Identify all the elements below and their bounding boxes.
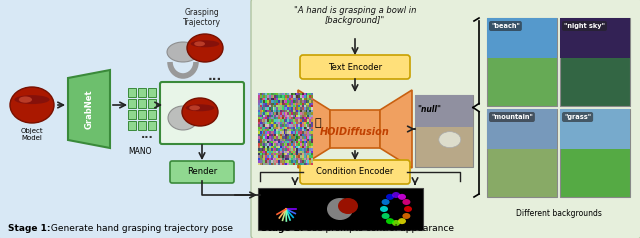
Ellipse shape	[381, 199, 390, 205]
Text: Stage 1:: Stage 1:	[8, 224, 51, 233]
FancyBboxPatch shape	[560, 109, 630, 197]
Ellipse shape	[14, 95, 50, 104]
Polygon shape	[330, 110, 380, 148]
Text: Condition Encoder: Condition Encoder	[316, 168, 394, 177]
FancyBboxPatch shape	[148, 88, 156, 97]
Ellipse shape	[187, 34, 223, 62]
Text: "A hand is grasping a bowl in
[background]": "A hand is grasping a bowl in [backgroun…	[294, 6, 416, 25]
FancyBboxPatch shape	[300, 55, 410, 79]
FancyBboxPatch shape	[138, 121, 146, 130]
Ellipse shape	[186, 104, 214, 111]
Ellipse shape	[398, 194, 406, 200]
Text: Stage 2:: Stage 2:	[261, 224, 303, 233]
Text: MANO: MANO	[128, 147, 152, 156]
FancyBboxPatch shape	[138, 99, 146, 108]
Ellipse shape	[403, 213, 410, 219]
Ellipse shape	[10, 87, 54, 123]
FancyBboxPatch shape	[415, 95, 473, 127]
FancyBboxPatch shape	[148, 110, 156, 119]
Ellipse shape	[167, 42, 199, 62]
Ellipse shape	[191, 40, 220, 47]
Text: "night sky": "night sky"	[564, 23, 605, 29]
FancyBboxPatch shape	[0, 0, 257, 238]
Ellipse shape	[392, 192, 400, 198]
Ellipse shape	[403, 199, 410, 205]
Polygon shape	[68, 70, 110, 148]
FancyBboxPatch shape	[251, 0, 640, 238]
Ellipse shape	[404, 206, 412, 212]
FancyBboxPatch shape	[300, 160, 410, 184]
Text: ...: ...	[141, 130, 154, 140]
Text: HOIDiffusion: HOIDiffusion	[320, 127, 390, 137]
Ellipse shape	[182, 98, 218, 126]
Text: "mountain": "mountain"	[491, 114, 533, 120]
FancyBboxPatch shape	[560, 109, 630, 149]
Ellipse shape	[194, 41, 205, 46]
FancyBboxPatch shape	[160, 82, 244, 144]
Ellipse shape	[381, 213, 390, 219]
Text: "grass": "grass"	[564, 114, 591, 120]
Text: GrabNet: GrabNet	[84, 89, 93, 129]
FancyBboxPatch shape	[560, 18, 630, 106]
Text: Different backgrounds: Different backgrounds	[516, 209, 602, 218]
FancyBboxPatch shape	[128, 121, 136, 130]
Ellipse shape	[327, 198, 353, 220]
Text: Generate hand grasping trajectory pose: Generate hand grasping trajectory pose	[48, 224, 233, 233]
Polygon shape	[380, 90, 412, 168]
Text: Grasping
Trajectory: Grasping Trajectory	[183, 8, 221, 27]
Text: "beach": "beach"	[491, 23, 520, 29]
Ellipse shape	[189, 115, 197, 121]
FancyBboxPatch shape	[487, 109, 557, 149]
FancyBboxPatch shape	[415, 95, 473, 167]
FancyBboxPatch shape	[128, 88, 136, 97]
Ellipse shape	[187, 105, 195, 111]
Ellipse shape	[191, 109, 199, 114]
FancyBboxPatch shape	[487, 109, 557, 197]
FancyBboxPatch shape	[258, 188, 423, 230]
Ellipse shape	[380, 206, 388, 212]
FancyBboxPatch shape	[128, 99, 136, 108]
Ellipse shape	[168, 106, 198, 130]
Text: 🔥: 🔥	[315, 118, 321, 128]
Text: "null": "null"	[417, 105, 442, 114]
Ellipse shape	[386, 194, 394, 200]
Ellipse shape	[19, 96, 32, 103]
FancyBboxPatch shape	[487, 18, 557, 106]
Ellipse shape	[398, 218, 406, 224]
Ellipse shape	[392, 220, 400, 226]
Polygon shape	[298, 90, 330, 168]
Text: Render: Render	[187, 168, 217, 177]
FancyBboxPatch shape	[138, 110, 146, 119]
FancyBboxPatch shape	[170, 161, 234, 183]
Ellipse shape	[338, 198, 358, 214]
Text: ...: ...	[208, 69, 222, 83]
Text: Text Encoder: Text Encoder	[328, 63, 382, 71]
Ellipse shape	[386, 218, 394, 224]
FancyBboxPatch shape	[487, 18, 557, 58]
Text: Use prompts control appearance: Use prompts control appearance	[303, 224, 454, 233]
FancyBboxPatch shape	[560, 18, 630, 58]
FancyBboxPatch shape	[148, 99, 156, 108]
FancyBboxPatch shape	[138, 88, 146, 97]
Ellipse shape	[189, 105, 200, 110]
Text: Object
Model: Object Model	[20, 128, 44, 141]
Ellipse shape	[439, 132, 461, 148]
FancyBboxPatch shape	[148, 121, 156, 130]
FancyBboxPatch shape	[128, 110, 136, 119]
